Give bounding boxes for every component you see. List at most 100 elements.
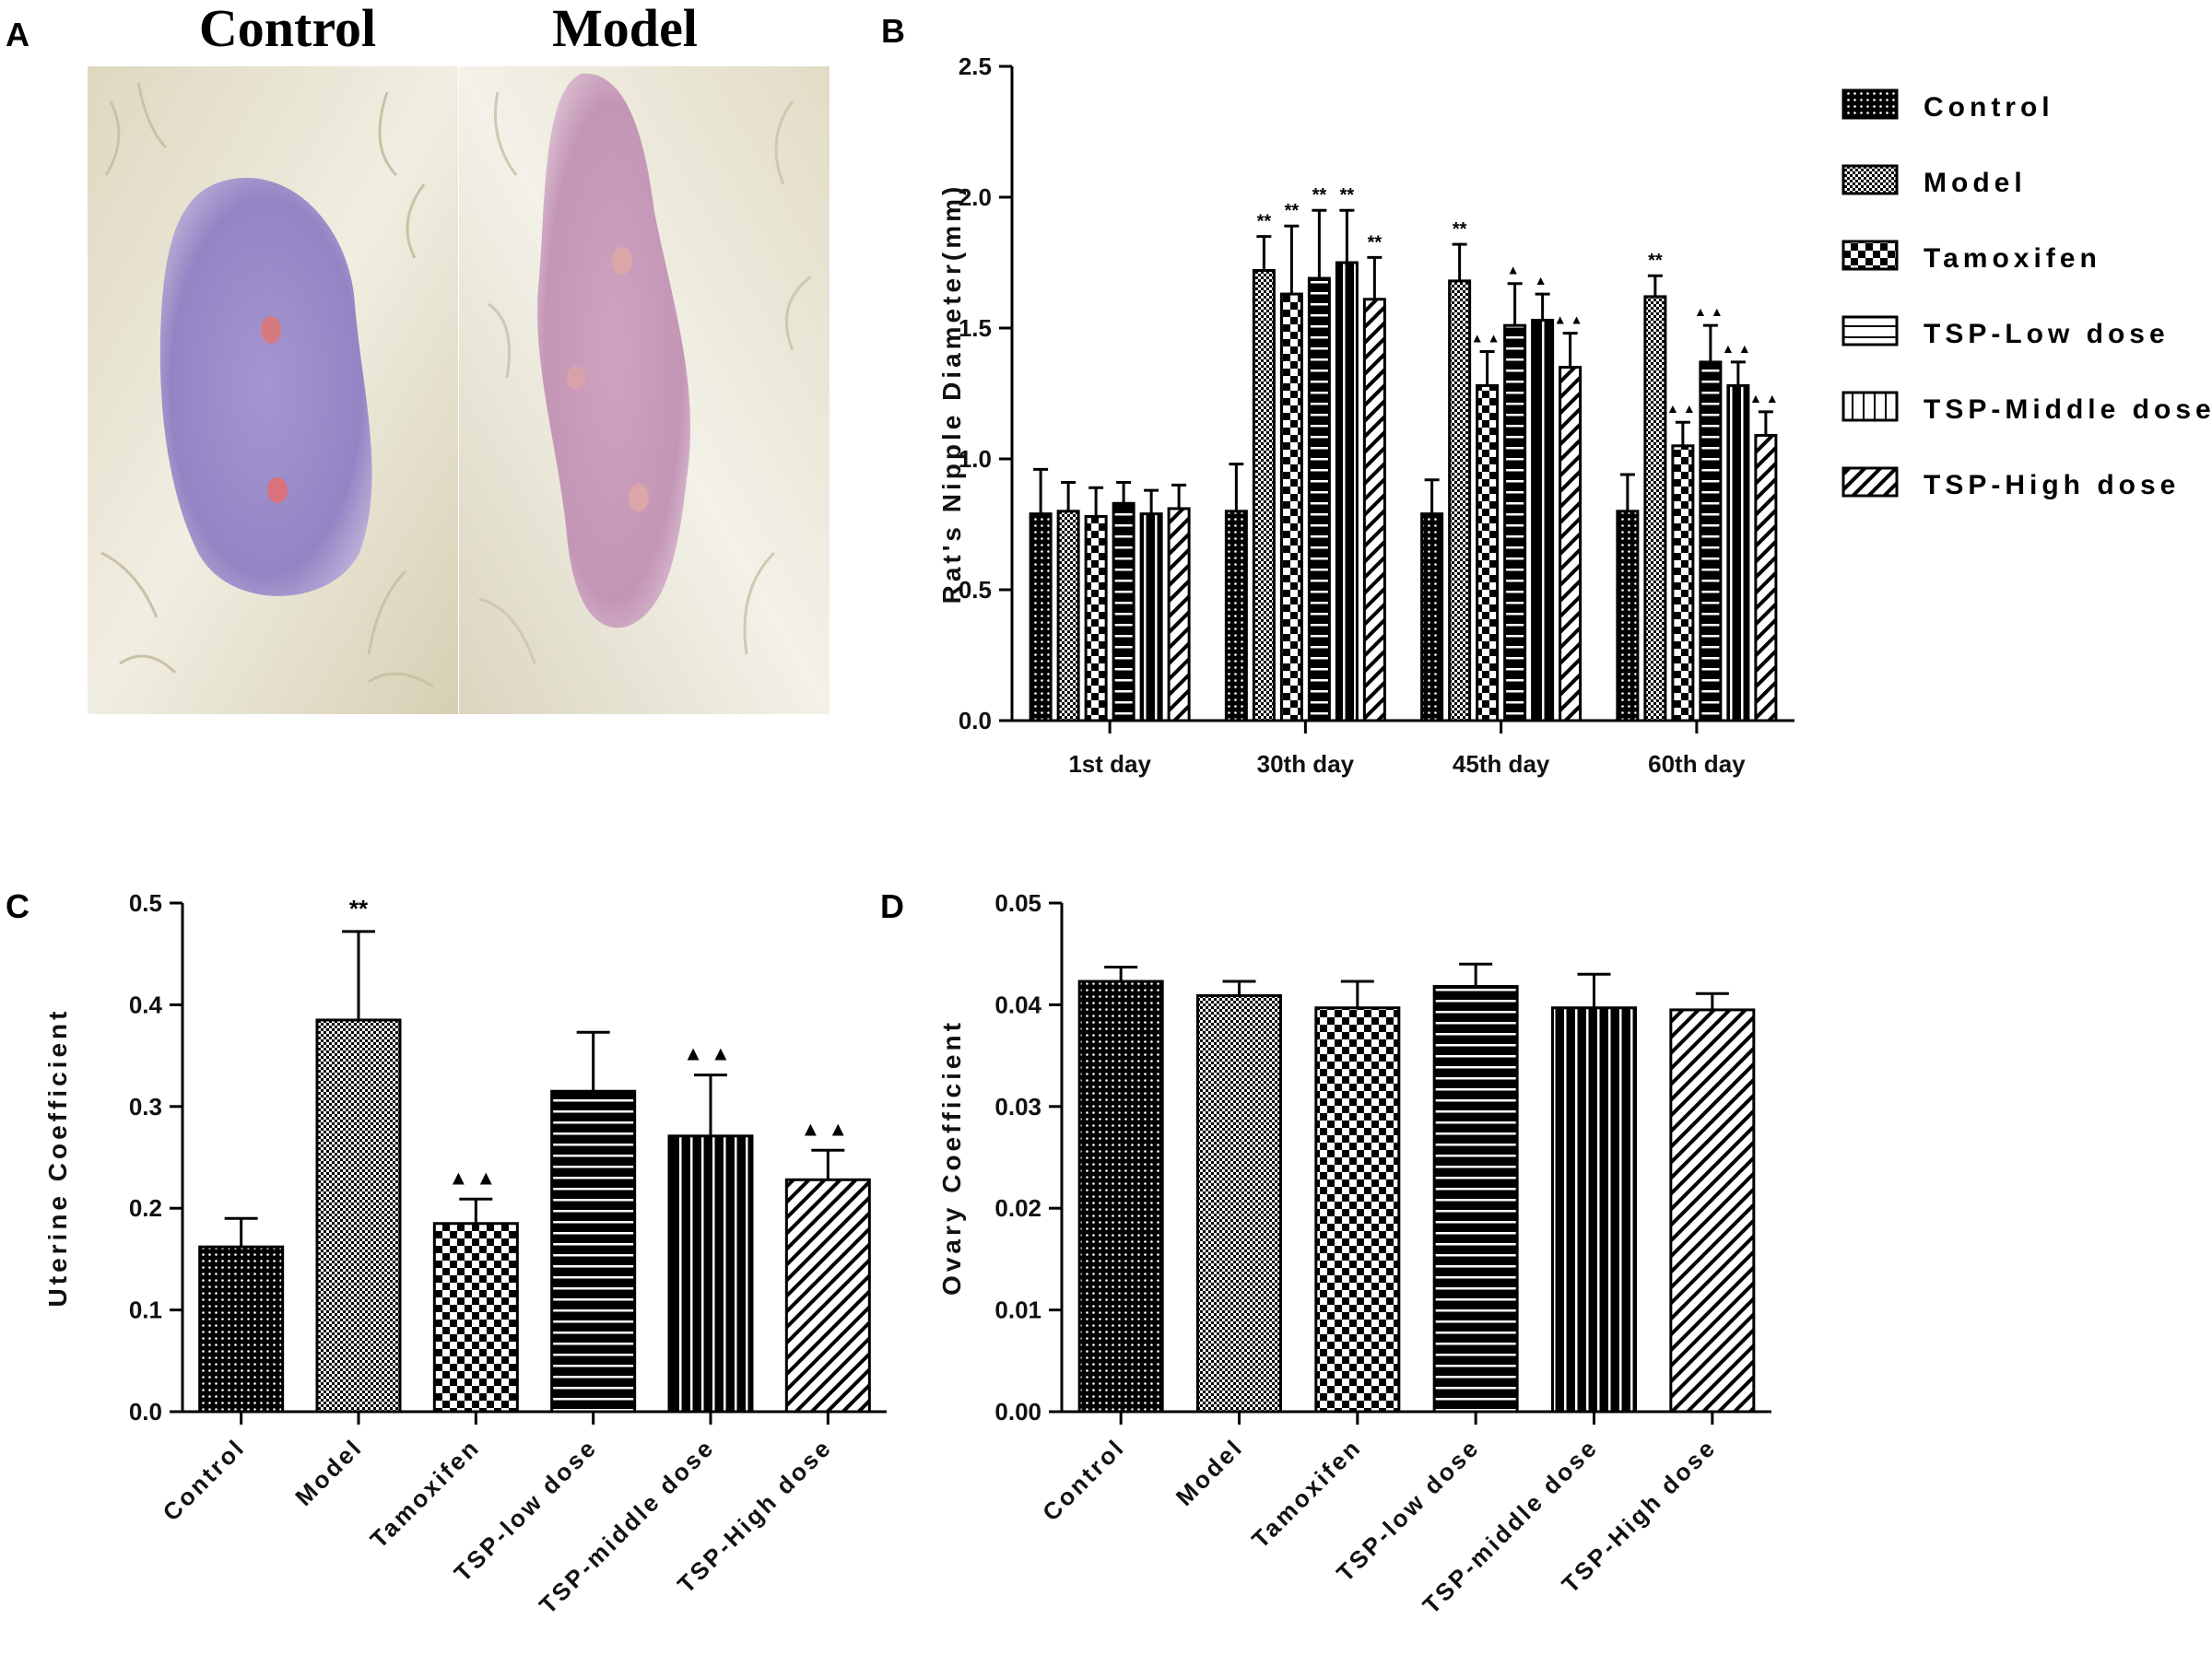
chart-b-sig-mark: ▲ bbox=[1507, 263, 1524, 277]
photo-model bbox=[459, 66, 830, 714]
chart-d-tsp-low-dose-bar bbox=[1432, 985, 1519, 1414]
legend-label: Model bbox=[1924, 168, 2027, 198]
chart-b-sig-mark: ▲▲ bbox=[1722, 341, 1755, 356]
chart-b-control-bar bbox=[1420, 512, 1444, 722]
panel-c-letter: C bbox=[6, 887, 29, 925]
chart-c-sig-mark: ▲▲ bbox=[683, 1042, 738, 1065]
chart-b-x-tick-label: 60th day bbox=[1648, 750, 1746, 778]
chart-b-sig-mark: ** bbox=[1312, 185, 1327, 205]
panel-a-letter: A bbox=[6, 16, 29, 53]
chart-b-x-tick-label: 30th day bbox=[1257, 750, 1355, 778]
chart-b-tamoxifen-bar bbox=[1476, 383, 1500, 722]
chart-b-tsp-middle-dose-bar bbox=[1335, 261, 1359, 722]
photo-model-nipple-lower bbox=[629, 484, 649, 511]
chart-c-sig-mark: ▲▲ bbox=[801, 1117, 856, 1140]
chart-b-y-tick-label: 1.5 bbox=[959, 314, 992, 342]
chart-b-tsp-low-dose-bar bbox=[1307, 276, 1331, 722]
chart-d-x-tick-label: Model bbox=[1171, 1433, 1249, 1511]
chart-b-control-bar bbox=[1029, 512, 1053, 722]
chart-b-control-bar bbox=[1224, 510, 1248, 722]
chart-c-y-axis-title: Uterine Coefficient bbox=[43, 1008, 72, 1308]
legend-swatch bbox=[1841, 466, 1899, 498]
chart-b-tsp-high-dose-bar bbox=[1754, 433, 1778, 722]
legend-swatch bbox=[1841, 240, 1899, 271]
chart-b-control-bar bbox=[1616, 510, 1640, 722]
photo-label-control: Control bbox=[199, 0, 376, 58]
legend-swatch bbox=[1841, 315, 1899, 346]
chart-b-tsp-low-dose-bar bbox=[1503, 323, 1527, 722]
chart-c-x-tick-label: Control bbox=[157, 1433, 250, 1526]
chart-d-y-tick-label: 0.01 bbox=[994, 1297, 1041, 1324]
chart-b-tsp-high-dose-bar bbox=[1362, 298, 1386, 722]
photo-control-skin bbox=[159, 177, 372, 596]
chart-c-tsp-high-dose-bar bbox=[784, 1178, 871, 1414]
chart-b-sig-mark: ▲ bbox=[1535, 273, 1551, 287]
chart-b-sig-mark: ▲▲ bbox=[1471, 331, 1504, 346]
chart-d-y-tick-label: 0.03 bbox=[994, 1093, 1041, 1121]
chart-b-tsp-middle-dose-bar bbox=[1531, 318, 1555, 722]
chart-c: 0.0 0.1 0.2 0.3 0.4 0.5 Uterine Coefficient Con… bbox=[43, 889, 887, 1619]
chart-b-sig-mark: ▲▲ bbox=[1554, 312, 1587, 327]
legend-swatch bbox=[1841, 391, 1899, 422]
chart-b-sig-mark: ** bbox=[1368, 232, 1382, 252]
chart-d-y-axis-title: Ovary Coefficient bbox=[937, 1019, 966, 1296]
chart-d-tsp-high-dose-bar bbox=[1669, 1008, 1756, 1414]
chart-c-tamoxifen-bar bbox=[432, 1222, 519, 1414]
chart-d-y-tick-label: 0.05 bbox=[994, 889, 1041, 917]
chart-c-tsp-low-dose-bar bbox=[550, 1089, 637, 1414]
chart-c-y-tick-label: 0.4 bbox=[129, 991, 163, 1018]
chart-b-tsp-middle-dose-bar bbox=[1726, 383, 1750, 722]
chart-b-tsp-high-dose-bar bbox=[1167, 507, 1191, 722]
chart-c-y-tick-label: 0.2 bbox=[129, 1194, 162, 1222]
chart-b-sig-mark: ▲▲ bbox=[1666, 401, 1700, 416]
photo-model-nipple-middle bbox=[567, 366, 585, 390]
chart-b-sig-mark: ▲▲ bbox=[1694, 304, 1727, 319]
legend-swatch bbox=[1841, 88, 1899, 120]
chart-b-tamoxifen-bar bbox=[1084, 514, 1108, 722]
chart-c-model-bar bbox=[315, 1018, 402, 1414]
chart-c-x-tick-label: Tamoxifen bbox=[365, 1433, 486, 1554]
chart-b-sig-mark: ** bbox=[1340, 185, 1355, 205]
chart-c-sig-mark: ▲▲ bbox=[449, 1166, 504, 1189]
chart-c-y-tick-label: 0.3 bbox=[129, 1093, 162, 1121]
chart-d-model-bar bbox=[1196, 993, 1282, 1414]
chart-b-y-tick-label: 1.0 bbox=[959, 445, 992, 473]
legend-label: TSP-Middle dose bbox=[1924, 394, 2212, 425]
photo-control bbox=[88, 66, 458, 714]
chart-b-legend: Control Model Tamoxifen TSP-Low dose TSP-Mid… bbox=[1841, 88, 2212, 500]
chart-b-model-bar bbox=[1643, 295, 1667, 722]
chart-b-y-tick-label: 2.5 bbox=[959, 53, 992, 80]
chart-b-tsp-high-dose-bar bbox=[1559, 366, 1583, 722]
chart-b-tamoxifen-bar bbox=[1671, 444, 1695, 722]
chart-b-sig-mark: ** bbox=[1257, 212, 1272, 232]
chart-c-y-tick-label: 0.5 bbox=[129, 889, 162, 917]
chart-c-y-tick-label: 0.0 bbox=[129, 1398, 162, 1426]
chart-b-y-tick-label: 2.0 bbox=[959, 183, 992, 211]
chart-b-model-bar bbox=[1056, 510, 1080, 722]
chart-b-y-axis-title: Rat's Nipple Diameter(mm) bbox=[937, 183, 966, 604]
chart-d-tsp-middle-dose-bar bbox=[1551, 1006, 1637, 1414]
photo-model-nipple-upper bbox=[612, 247, 632, 275]
chart-b-sig-mark: ▲▲ bbox=[1749, 391, 1783, 405]
panel-b-letter: B bbox=[881, 12, 905, 50]
photo-model-skin bbox=[536, 73, 691, 628]
legend-label: TSP-High dose bbox=[1924, 470, 2180, 500]
chart-b-x-tick-label: 45th day bbox=[1453, 750, 1550, 778]
chart-d-tamoxifen-bar bbox=[1314, 1006, 1401, 1414]
chart-d-control-bar bbox=[1077, 980, 1164, 1414]
chart-b-x-tick-label: 1st day bbox=[1068, 750, 1151, 778]
chart-d-x-tick-label: Tamoxifen bbox=[1246, 1433, 1367, 1554]
chart-b-tsp-middle-dose-bar bbox=[1139, 512, 1163, 722]
chart-d-x-tick-label: Control bbox=[1037, 1433, 1130, 1526]
chart-d: 0.00 0.01 0.02 0.03 0.04 0.05 Ovary Coefficien… bbox=[937, 889, 1771, 1619]
chart-c-tsp-middle-dose-bar bbox=[667, 1134, 754, 1414]
chart-d-y-tick-label: 0.04 bbox=[994, 991, 1041, 1018]
legend-label: Tamoxifen bbox=[1924, 243, 2101, 274]
chart-c-control-bar bbox=[198, 1245, 285, 1414]
photo-control-nipple-upper bbox=[261, 316, 281, 344]
chart-b-sig-mark: ** bbox=[1648, 251, 1663, 271]
chart-d-y-tick-label: 0.00 bbox=[994, 1398, 1041, 1426]
chart-c-x-tick-label: Model bbox=[289, 1433, 368, 1511]
panel-a: A Control Model bbox=[6, 0, 830, 714]
